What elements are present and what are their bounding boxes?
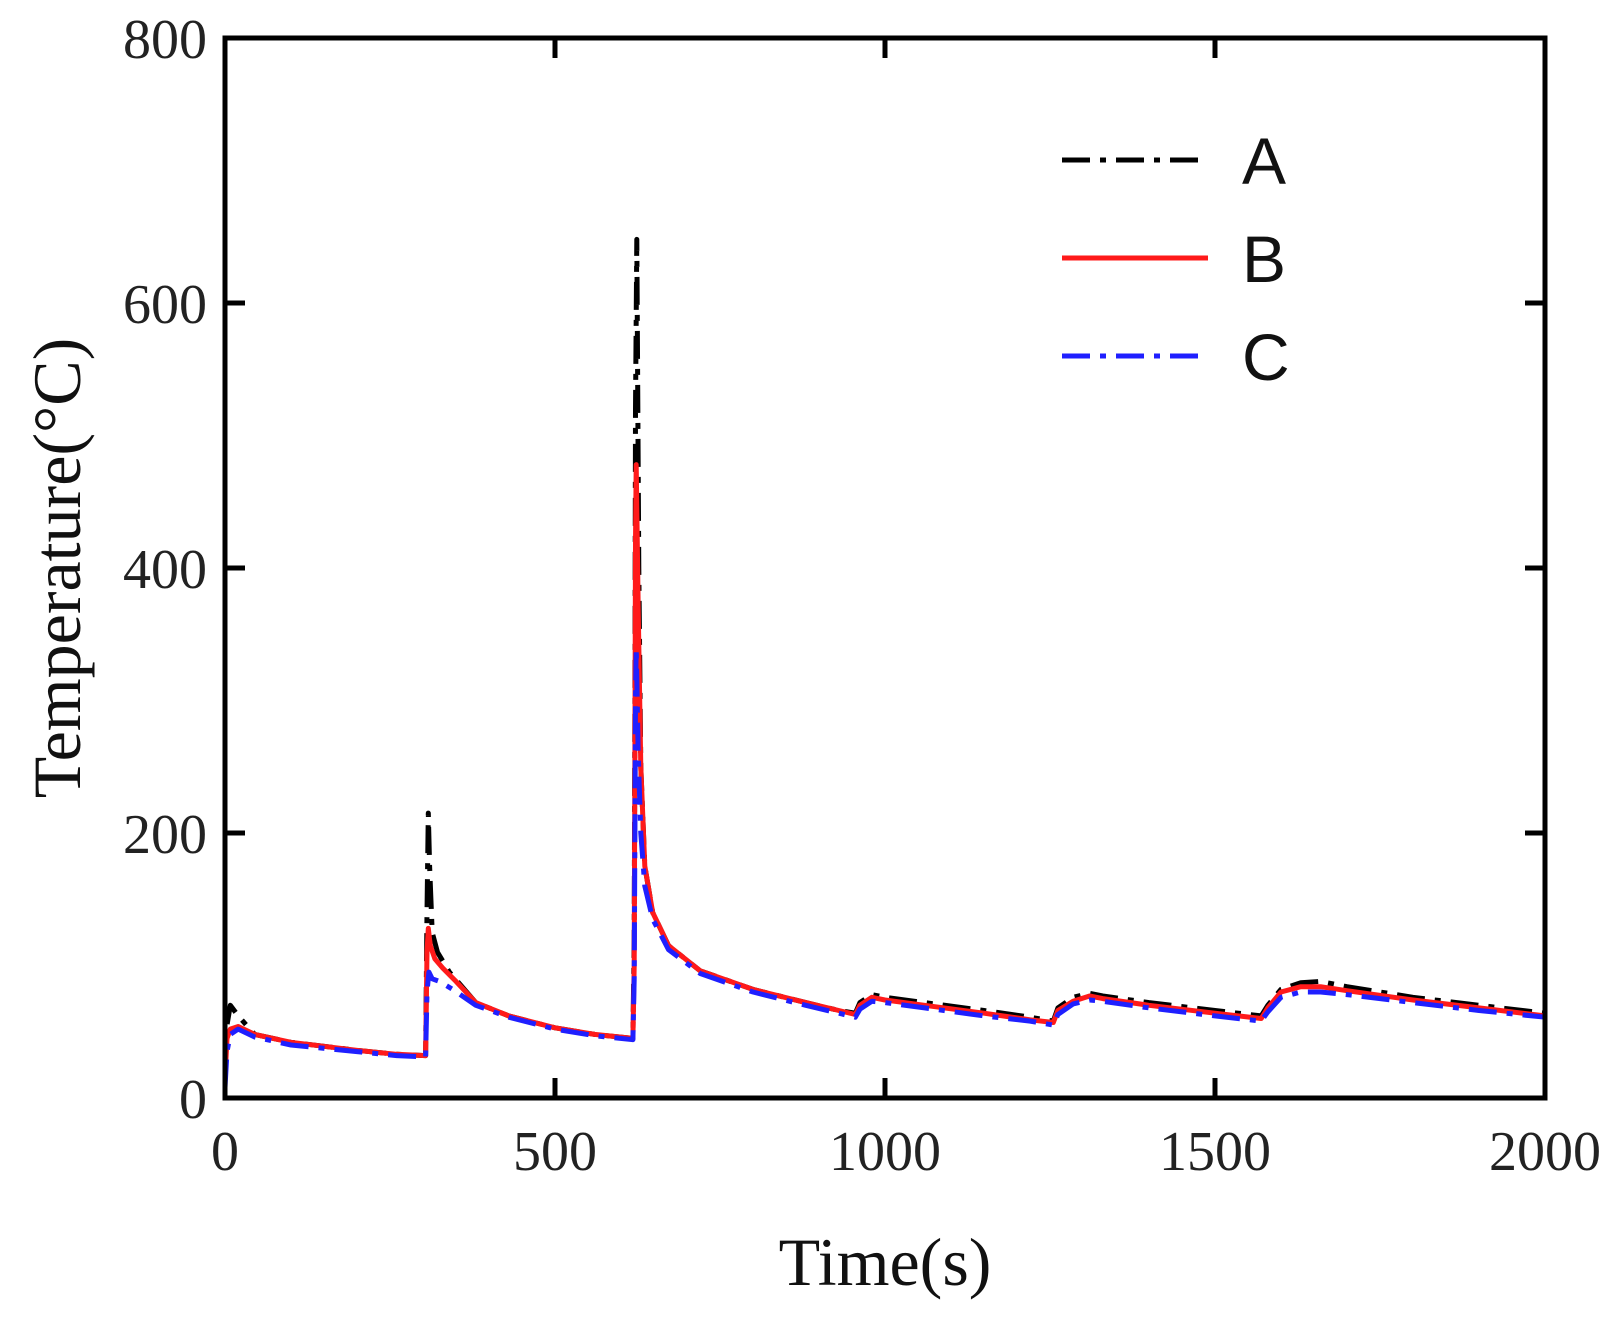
y-tick-label: 200 [123,804,207,866]
series-line-a [222,236,1546,1079]
series-layer [222,236,1546,1088]
legend-label-a: A [1242,124,1286,198]
legend: ABC [1062,124,1290,394]
y-tick-label: 0 [179,1069,207,1131]
x-tick-label: 1500 [1159,1121,1271,1183]
legend-label-b: B [1242,222,1286,296]
x-tick-label: 500 [513,1121,597,1183]
y-axis-title: Temperature(°C) [19,338,95,798]
x-tick-label: 0 [211,1121,239,1183]
legend-label-c: C [1242,320,1290,394]
series-line-b [222,462,1546,1079]
x-axis-title: Time(s) [779,1224,992,1300]
y-tick-label: 800 [123,9,207,71]
x-tick-label: 1000 [829,1121,941,1183]
x-tick-label: 2000 [1489,1121,1601,1183]
y-tick-label: 600 [123,274,207,336]
series-line-c [222,645,1546,1088]
y-tick-label: 400 [123,539,207,601]
axis-ticks: 0 500 1000 1500 2000 0 200 400 600 800 [123,9,1601,1183]
plot-frame [222,35,1548,1101]
